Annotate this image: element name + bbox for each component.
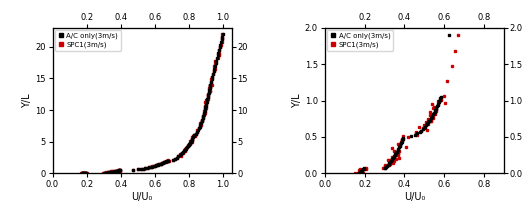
A/C only(3m/s) <box>148 166 154 168</box>
SPC1(3m/s) <box>205 94 211 97</box>
A/C only(3m/s) <box>391 156 397 158</box>
A/C only(3m/s) <box>400 136 406 139</box>
SPC1(3m/s) <box>205 92 212 95</box>
Line: A/C only(3m/s): A/C only(3m/s) <box>80 33 224 175</box>
A/C only(3m/s) <box>438 96 444 98</box>
SPC1(3m/s) <box>389 155 395 158</box>
SPC1(3m/s) <box>433 110 439 112</box>
SPC1(3m/s) <box>101 172 108 174</box>
Line: A/C only(3m/s): A/C only(3m/s) <box>358 96 442 175</box>
A/C only(3m/s) <box>355 172 362 175</box>
X-axis label: U/U₀: U/U₀ <box>131 192 153 202</box>
A/C only(3m/s) <box>106 171 112 174</box>
A/C only(3m/s) <box>388 159 395 161</box>
SPC1(3m/s) <box>440 95 447 98</box>
SPC1(3m/s) <box>105 171 111 174</box>
Y-axis label: Y/L: Y/L <box>22 93 32 108</box>
SPC1(3m/s) <box>219 33 226 36</box>
A/C only(3m/s) <box>101 172 107 174</box>
SPC1(3m/s) <box>391 159 397 162</box>
SPC1(3m/s) <box>79 172 86 175</box>
SPC1(3m/s) <box>152 164 159 166</box>
SPC1(3m/s) <box>404 136 411 138</box>
SPC1(3m/s) <box>355 171 362 174</box>
SPC1(3m/s) <box>382 166 388 169</box>
A/C only(3m/s) <box>387 160 393 163</box>
Line: SPC1(3m/s): SPC1(3m/s) <box>80 33 224 175</box>
A/C only(3m/s) <box>220 33 226 36</box>
A/C only(3m/s) <box>205 92 212 95</box>
A/C only(3m/s) <box>432 110 438 113</box>
X-axis label: U/U₀: U/U₀ <box>404 192 425 202</box>
SPC1(3m/s) <box>360 172 366 175</box>
A/C only(3m/s) <box>432 109 438 112</box>
SPC1(3m/s) <box>148 165 154 168</box>
A/C only(3m/s) <box>153 164 159 167</box>
A/C only(3m/s) <box>78 172 85 175</box>
Legend: A/C only(3m/s), SPC1(3m/s): A/C only(3m/s), SPC1(3m/s) <box>55 30 121 51</box>
SPC1(3m/s) <box>433 109 439 112</box>
Y-axis label: Y/L: Y/L <box>292 93 302 108</box>
Line: SPC1(3m/s): SPC1(3m/s) <box>354 95 446 174</box>
Legend: A/C only(3m/s), SPC1(3m/s): A/C only(3m/s), SPC1(3m/s) <box>327 30 393 51</box>
A/C only(3m/s) <box>205 94 212 97</box>
